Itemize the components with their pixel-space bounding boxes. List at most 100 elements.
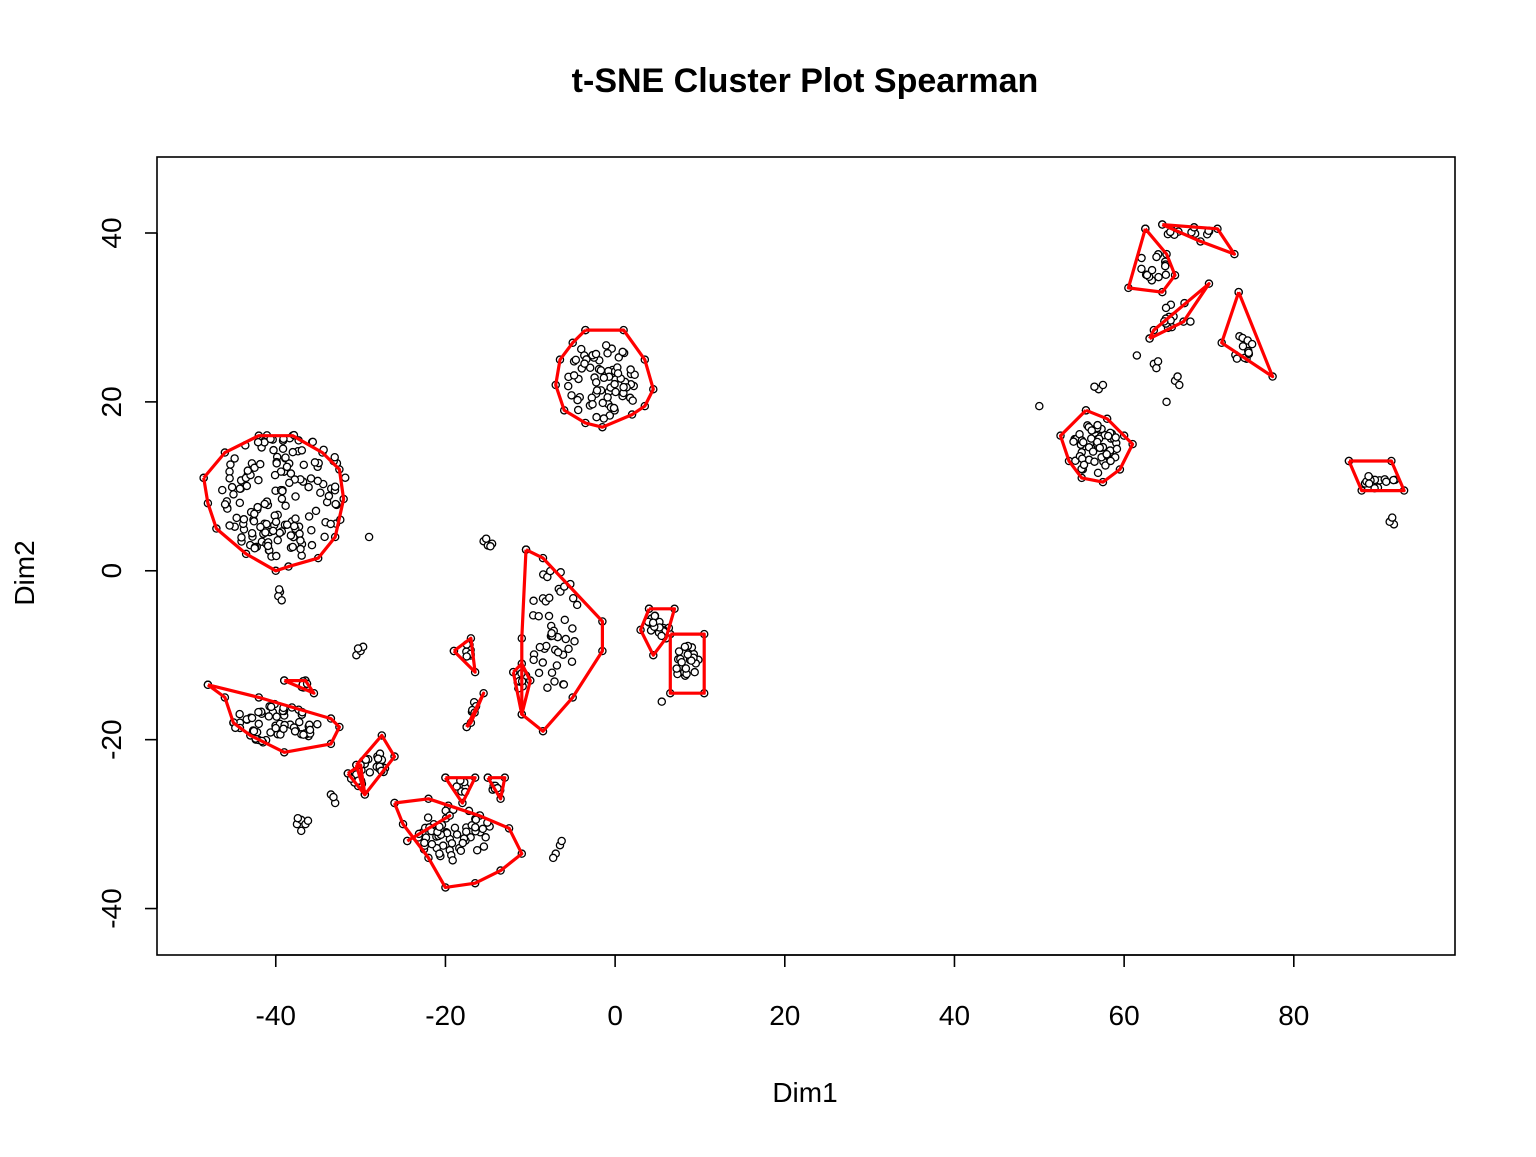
data-point	[548, 853, 558, 863]
data-point	[1232, 354, 1242, 363]
data-point	[290, 727, 300, 736]
data-point	[272, 551, 281, 561]
data-point	[573, 395, 582, 405]
data-point	[529, 655, 538, 665]
data-point	[481, 534, 491, 543]
cluster-hull	[1347, 459, 1406, 493]
data-point	[598, 398, 608, 408]
cluster-hull	[444, 776, 477, 805]
data-point	[326, 519, 335, 529]
y-tick-label: -20	[96, 719, 127, 759]
data-point	[235, 484, 245, 493]
data-point	[603, 393, 612, 402]
data-point	[286, 469, 296, 478]
data-point	[1147, 265, 1157, 275]
data-point	[306, 474, 316, 483]
data-point	[254, 719, 264, 729]
data-point	[1090, 382, 1099, 391]
x-tick-label: 40	[939, 1000, 970, 1031]
data-point	[272, 459, 281, 468]
data-point	[271, 517, 281, 527]
data-point	[585, 363, 595, 372]
data-point	[254, 475, 263, 485]
data-point	[568, 624, 577, 633]
x-tick-label: -40	[256, 1000, 296, 1031]
cluster-hull	[668, 632, 706, 695]
data-point	[1247, 339, 1257, 349]
x-axis: -40 -20 0 20 40 60 80	[256, 954, 1309, 1031]
data-point	[447, 839, 457, 848]
data-point	[1244, 348, 1253, 357]
data-point	[1103, 431, 1113, 441]
data-point	[1137, 264, 1146, 274]
data-point	[296, 536, 305, 545]
data-point	[648, 618, 658, 627]
data-point	[303, 816, 313, 825]
data-point	[256, 522, 265, 532]
y-axis-label: Dim2	[9, 540, 40, 605]
data-point	[550, 677, 559, 686]
data-point	[313, 719, 322, 729]
x-tick-label: 80	[1278, 1000, 1309, 1031]
cluster-hulls-layer	[202, 223, 1406, 890]
data-point	[295, 717, 304, 727]
data-point	[272, 712, 281, 721]
data-point	[1102, 450, 1111, 459]
data-point	[481, 833, 490, 842]
data-point	[331, 499, 340, 509]
cluster-hull	[1148, 282, 1211, 341]
data-point	[254, 707, 263, 717]
data-point	[1078, 438, 1088, 447]
data-point	[310, 458, 320, 467]
data-point	[687, 656, 696, 665]
data-point	[1087, 426, 1096, 435]
data-point	[680, 642, 690, 652]
data-point	[289, 521, 299, 531]
data-point	[547, 629, 556, 638]
data-point	[618, 347, 627, 357]
data-point	[373, 754, 383, 763]
data-point	[681, 664, 691, 673]
data-point	[478, 824, 488, 834]
data-point	[1093, 468, 1103, 478]
data-point	[247, 528, 257, 538]
data-point	[569, 371, 579, 380]
data-point	[448, 856, 457, 865]
plot-frame	[156, 156, 1456, 956]
data-point	[253, 502, 262, 512]
data-point	[1175, 380, 1184, 390]
data-point	[610, 379, 619, 389]
data-point	[247, 713, 257, 723]
data-point	[330, 452, 339, 462]
data-point	[274, 585, 284, 594]
data-point	[567, 657, 577, 666]
data-point	[677, 657, 686, 667]
data-point	[278, 444, 288, 454]
data-point	[304, 512, 314, 521]
data-point	[279, 724, 288, 734]
data-point	[479, 842, 489, 851]
data-point	[690, 667, 699, 677]
y-tick-label: 40	[96, 217, 127, 248]
cluster-hull	[283, 678, 316, 695]
data-point	[611, 387, 620, 397]
data-point	[365, 768, 375, 777]
data-point	[456, 846, 466, 856]
data-point	[230, 454, 239, 463]
cluster-hull	[511, 662, 532, 716]
data-point	[461, 827, 471, 836]
data-point	[543, 683, 552, 692]
data-point	[229, 490, 238, 499]
data-point	[564, 644, 573, 654]
data-point	[1088, 447, 1098, 456]
data-point	[1112, 444, 1122, 454]
data-point	[1154, 272, 1163, 282]
data-point	[227, 482, 237, 492]
data-point	[1162, 397, 1171, 407]
data-point	[329, 792, 338, 802]
data-point	[281, 501, 290, 511]
data-point	[563, 381, 573, 391]
cluster-hull	[554, 328, 655, 429]
